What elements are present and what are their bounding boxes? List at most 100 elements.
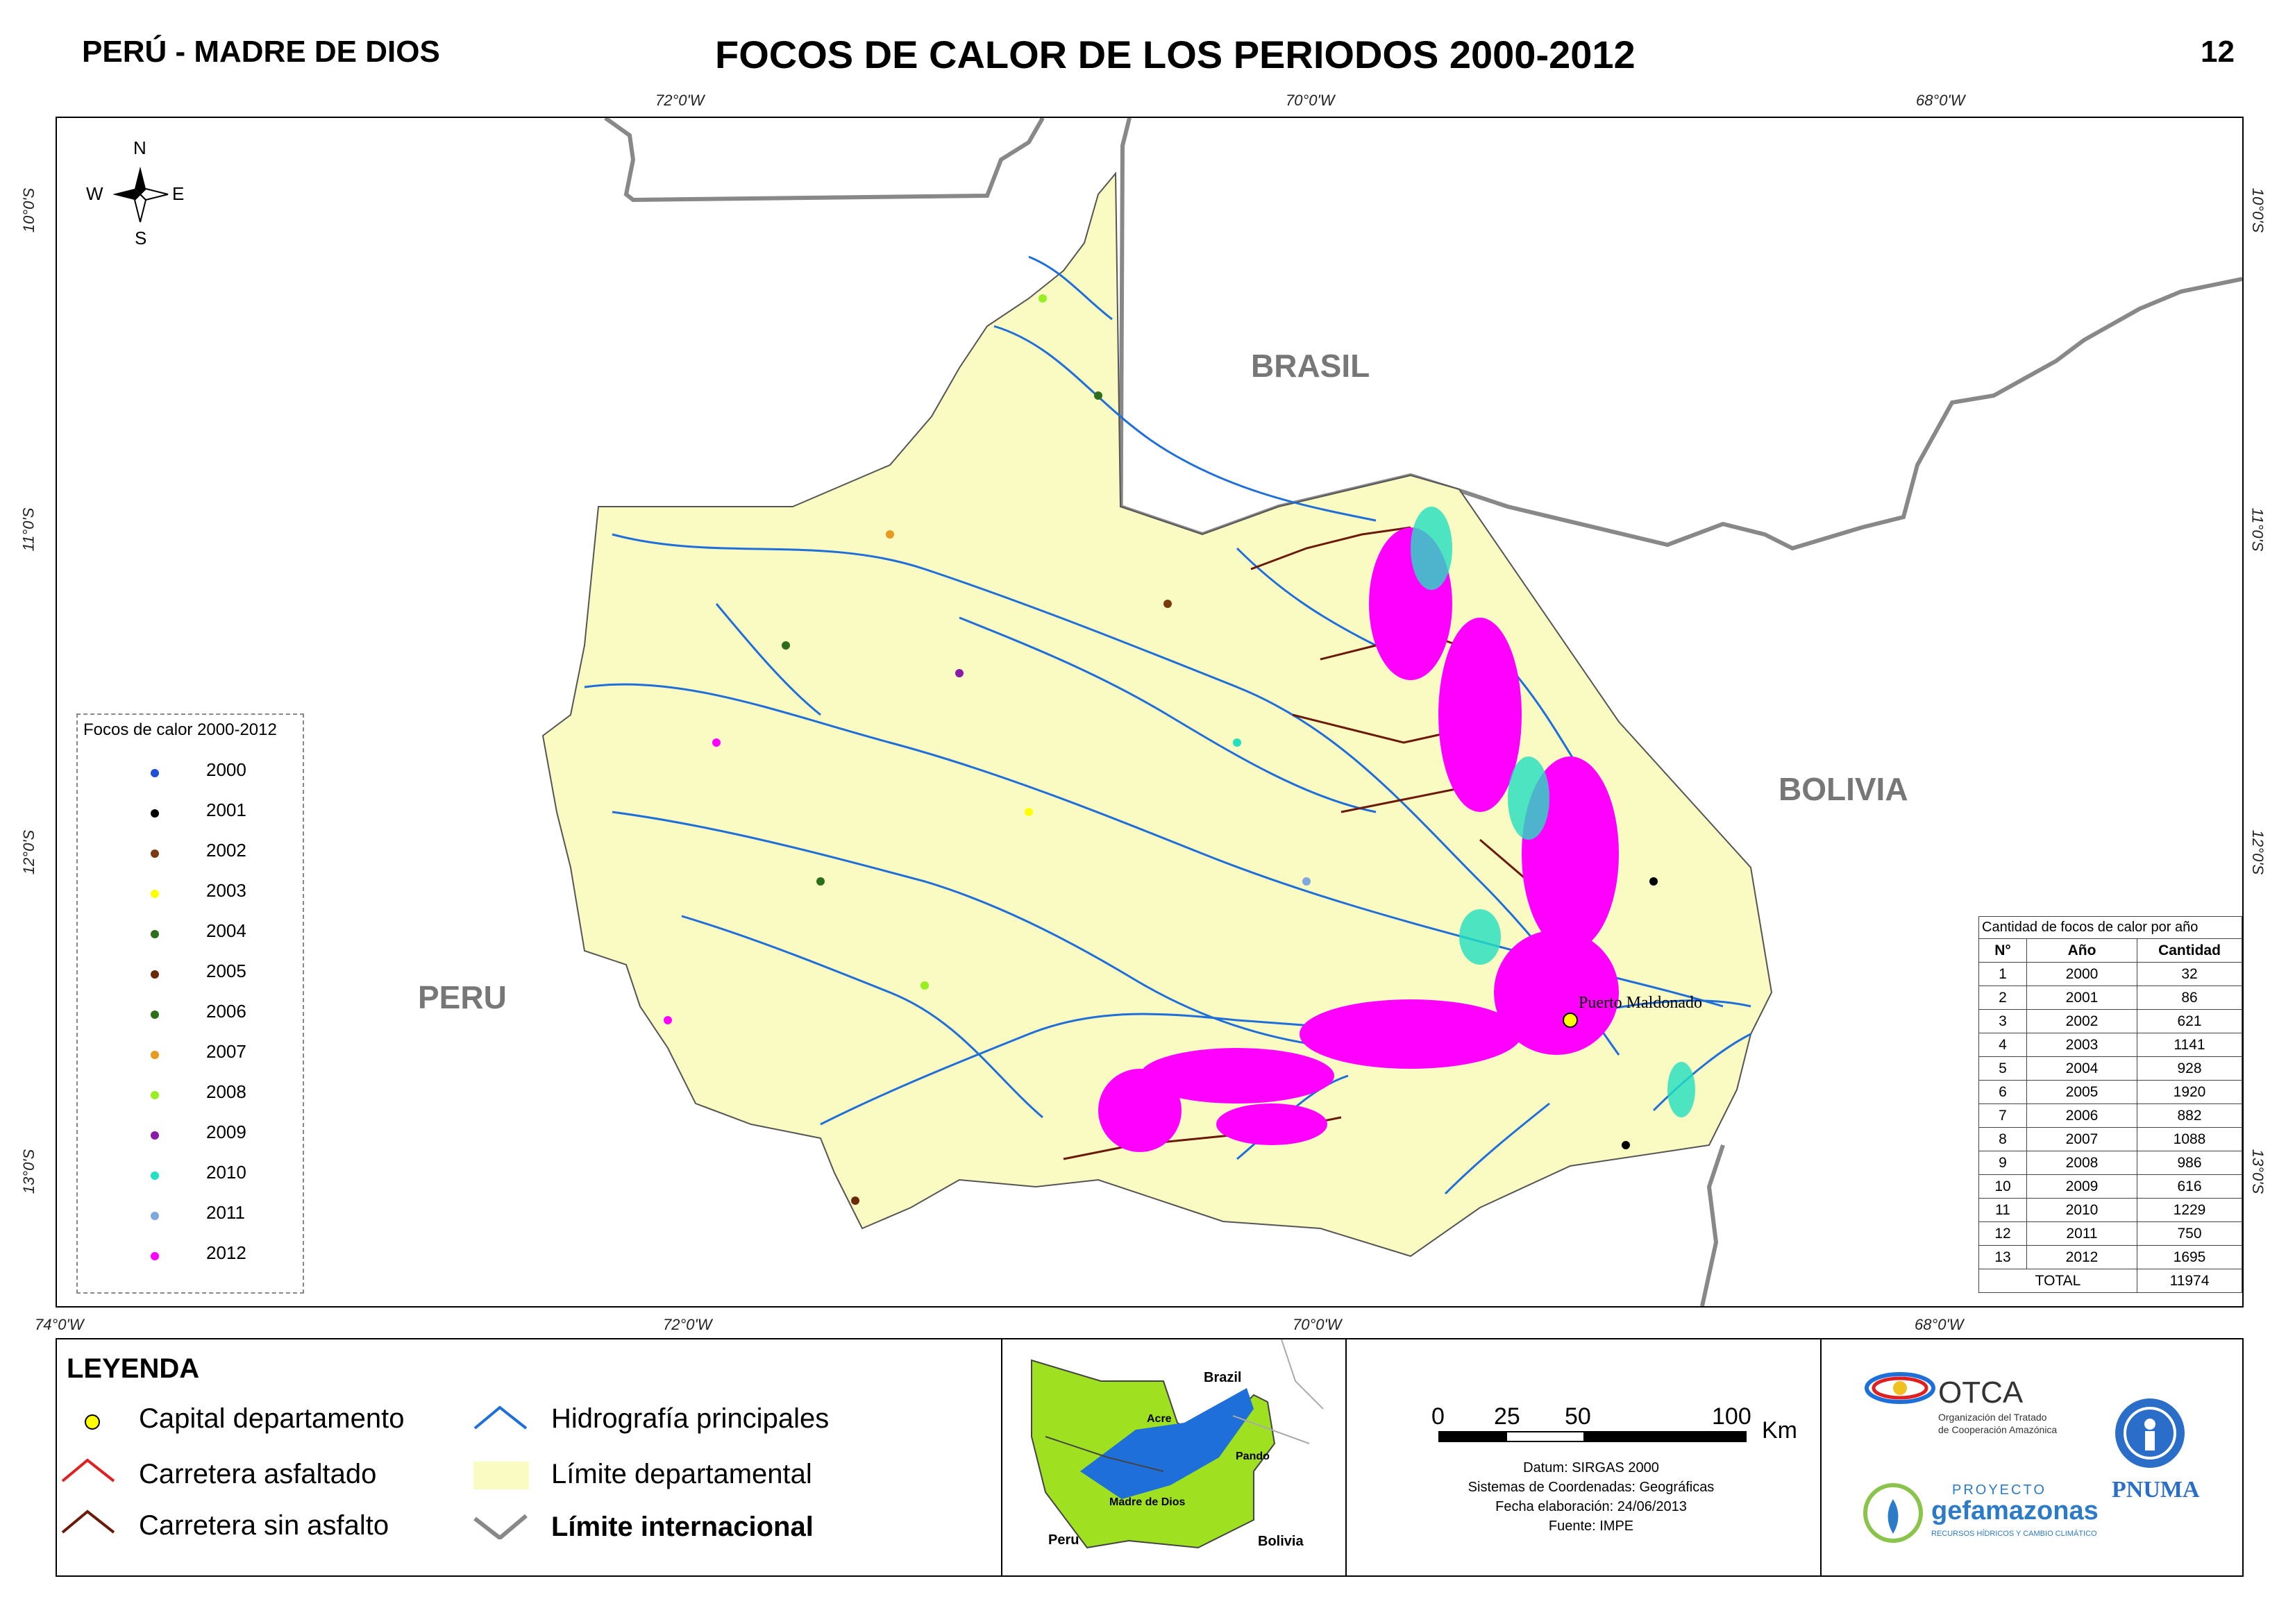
page-number: 12 <box>2201 35 2235 69</box>
lat-label-right: 11°0'S <box>2248 507 2267 552</box>
paved-road-swatch <box>61 1458 115 1482</box>
table-cell: 6 <box>1978 1080 2027 1104</box>
inset-pando: Pando <box>1236 1450 1270 1462</box>
otca-name: OTCA <box>1938 1376 2024 1410</box>
year-label: 2004 <box>206 920 246 941</box>
inset-brazil: Brazil <box>1204 1370 1242 1385</box>
divider <box>1820 1339 1822 1575</box>
year-legend-item: 2012 <box>78 1238 293 1278</box>
otca-logo <box>1862 1367 1938 1416</box>
col-header: Año <box>2026 938 2137 963</box>
table-row: 8 2007 1088 <box>1978 1127 2242 1151</box>
page-title: FOCOS DE CALOR DE LOS PERIODOS 2000-2012 <box>715 33 1636 76</box>
count-table-title: Cantidad de focos de calor por año <box>1978 916 2242 938</box>
year-legend-title: Focos de calor 2000-2012 <box>83 720 277 739</box>
table-cell: 10 <box>1978 1174 2027 1199</box>
year-label: 2001 <box>206 800 246 820</box>
lat-label-right: 10°0'S <box>2249 187 2267 233</box>
table-cell: 12 <box>1978 1221 2027 1246</box>
year-label: 2010 <box>206 1162 246 1183</box>
table-row: 4 2003 1141 <box>1978 1033 2242 1057</box>
pnuma-name: PNUMA <box>2112 1477 2200 1503</box>
table-cell: 1088 <box>2137 1127 2242 1151</box>
table-cell: 1 <box>1978 962 2027 986</box>
year-legend-item: 2002 <box>78 836 293 876</box>
year-swatch <box>151 1172 159 1180</box>
lat-label-left: 10°0'S <box>20 187 38 233</box>
table-row: 7 2006 882 <box>1978 1103 2242 1128</box>
lon-label-top: 72°0'W <box>655 92 705 109</box>
table-cell: 2007 <box>2026 1127 2137 1151</box>
lon-label-bottom: 74°0'W <box>35 1316 84 1333</box>
compass-rose <box>112 167 169 223</box>
intl-border-line <box>604 118 1045 203</box>
source-text: Fuente: IMPE <box>1548 1519 1634 1534</box>
year-swatch <box>151 930 159 938</box>
table-cell: 986 <box>2137 1151 2242 1175</box>
count-table-container: Cantidad de focos de calor por año N° Añ… <box>1978 916 2242 1293</box>
lon-label-top: 70°0'W <box>1286 92 1335 109</box>
compass-n: N <box>133 137 146 158</box>
gef-name: gefamazonas <box>1931 1496 2099 1525</box>
capital-marker <box>1563 1013 1578 1028</box>
year-legend-item: 2008 <box>78 1077 293 1117</box>
lon-label-top: 68°0'W <box>1916 92 1965 109</box>
department-area <box>541 171 1773 1258</box>
table-cell: 1141 <box>2137 1033 2242 1057</box>
country-label-peru: PERU <box>418 979 507 1015</box>
year-legend-item: 2004 <box>78 916 293 956</box>
legend-paved-road: Carretera asfaltado <box>139 1459 377 1489</box>
table-cell: 750 <box>2137 1221 2242 1246</box>
date-text: Fecha elaboración: 24/06/2013 <box>1495 1499 1687 1514</box>
year-legend-item: 2001 <box>78 795 293 836</box>
count-table: N° Año Cantidad 1 2000 32 2 2001 86 3 2002 621 4 2… <box>1978 938 2242 1293</box>
table-cell: 4 <box>1978 1033 2027 1057</box>
table-cell: 1229 <box>2137 1198 2242 1222</box>
compass-s: S <box>135 228 147 248</box>
scale-unit: Km <box>1762 1417 1797 1444</box>
country-label-bolivia: BOLIVIA <box>1779 771 1908 807</box>
river-swatch <box>473 1405 528 1430</box>
year-legend-item: 2005 <box>78 956 293 997</box>
inset-peru: Peru <box>1048 1532 1079 1548</box>
table-cell: 2012 <box>2026 1245 2137 1269</box>
lat-label-left: 11°0'S <box>19 507 37 552</box>
table-row: 11 2010 1229 <box>1978 1198 2242 1222</box>
year-label: 2003 <box>206 880 246 901</box>
table-cell: 2010 <box>2026 1198 2137 1222</box>
table-row: 13 2012 1695 <box>1978 1245 2242 1269</box>
hotspots-2010 <box>1411 507 1695 1117</box>
table-cell: 86 <box>2137 986 2242 1010</box>
table-cell: 616 <box>2137 1174 2242 1199</box>
coords-text: Sistemas de Coordenadas: Geográficas <box>1468 1480 1715 1495</box>
unpaved-road-swatch <box>61 1509 115 1534</box>
gef-subtitle: RECURSOS HÍDRICOS Y CAMBIO CLIMÁTICO <box>1931 1530 2097 1538</box>
lat-label-left: 12°0'S <box>20 829 38 875</box>
map-frame: N S W E BRASIL BOLIVIA PERU Puerto Maldo… <box>56 117 2244 1308</box>
year-legend-item: 2000 <box>78 755 293 795</box>
year-swatch <box>151 1212 159 1220</box>
year-label: 2006 <box>206 1001 246 1022</box>
year-swatch <box>151 1252 159 1260</box>
compass-e: E <box>172 183 185 204</box>
lon-label-bottom: 70°0'W <box>1293 1316 1342 1333</box>
table-row: 5 2004 928 <box>1978 1056 2242 1081</box>
compass-w: W <box>86 183 103 204</box>
otca-subtitle: de Cooperación Amazónica <box>1938 1424 2058 1435</box>
scale-tick: 0 <box>1431 1403 1445 1430</box>
year-swatch <box>151 809 159 818</box>
table-cell: 1920 <box>2137 1080 2242 1104</box>
table-cell: 11 <box>1978 1198 2027 1222</box>
year-swatch <box>151 970 159 979</box>
legend-capital: Capital departamento <box>139 1403 405 1434</box>
pnuma-logo <box>2112 1395 2188 1471</box>
table-cell: 9 <box>1978 1151 2027 1175</box>
table-cell: 1695 <box>2137 1245 2242 1269</box>
scale-tick: 100 <box>1712 1403 1751 1430</box>
capital-swatch <box>85 1414 100 1430</box>
year-label: 2000 <box>206 759 246 780</box>
lat-label-right: 12°0'S <box>2249 829 2267 875</box>
city-label: Puerto Maldonado <box>1579 994 1702 1012</box>
year-legend-item: 2007 <box>78 1037 293 1077</box>
year-swatch <box>151 849 159 858</box>
